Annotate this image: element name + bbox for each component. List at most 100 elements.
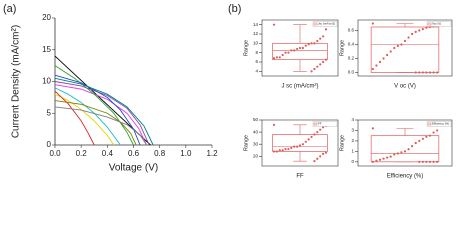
data-point [432,71,435,74]
data-point [310,135,313,139]
data-point [307,43,310,46]
jv-curve [54,65,134,146]
data-point [304,44,307,47]
data-point [296,145,299,148]
y-axis-label: Range [243,135,249,151]
data-point [418,139,421,143]
legend-label: Voc (V) [432,22,441,26]
data-point [310,42,313,45]
jv-curve [54,84,147,146]
jv-curve [54,77,154,146]
legend-swatch [313,122,318,126]
y-tick-label: 40 [253,129,259,134]
y-tick-label: 0.2 [348,56,355,61]
data-point [322,126,325,129]
data-point [319,128,322,131]
y-tick-label: 4 [255,69,258,74]
x-axis-label: J sc (mA/cm²) [282,84,319,90]
y-tick-label: 15 [42,45,51,54]
y-tick-label: 0.6 [348,28,355,33]
data-point [310,70,313,73]
data-point [432,131,435,134]
x-tick-label: 1.0 [180,149,192,158]
data-point [278,56,281,59]
y-axis-label: Current Density (mA/cm²) [11,25,22,138]
plot-frame [261,119,339,167]
data-point [301,143,304,146]
data-point [400,151,403,154]
jv-curve [54,87,121,146]
data-point [396,44,399,48]
data-point [400,43,403,46]
x-tick-label: 0.8 [154,149,166,158]
data-point [375,64,378,67]
data-point [290,49,293,52]
y-tick-label: 1 [351,149,354,154]
y-tick-label: 14 [253,22,259,27]
data-point [301,46,304,50]
y-tick-label: 20 [42,13,51,22]
data-point [403,150,407,153]
data-point [316,157,319,160]
plot-frame [357,119,453,167]
data-point [322,35,325,38]
y-tick-label: 3 [351,128,354,133]
data-point [425,135,428,138]
data-point [421,71,424,74]
y-tick-label: 0.4 [348,42,355,47]
y-tick-label: 10 [253,41,259,46]
x-tick-label: 1.2 [206,149,218,158]
data-point [287,51,290,54]
data-point [425,26,428,29]
y-tick-label: 50 [253,117,259,122]
legend-swatch [427,122,432,126]
legend-label: Jsc (mA/cm2) [318,22,335,26]
x-tick-label: 0.0 [49,149,61,158]
data-point [389,50,392,53]
x-axis-label: Efficiency (%) [387,174,424,180]
data-point [428,134,432,137]
y-tick-label: 30 [253,141,259,146]
data-point [378,60,382,64]
data-point [307,138,310,141]
y-tick-label: 5 [47,108,52,117]
data-point [428,160,432,163]
data-point [281,53,284,57]
data-point [293,145,296,148]
jv-curve [54,100,137,146]
data-point [298,144,302,147]
data-point [418,29,421,32]
legend-box [426,21,452,27]
jv-curve [54,90,95,146]
data-point [313,42,316,45]
legend-label: Efficiency (%) [432,122,449,126]
data-point [324,151,328,154]
data-point [319,155,322,158]
jv-curve [54,93,115,146]
data-point [371,160,374,163]
data-point [411,32,414,36]
box [370,26,440,73]
data-point [407,36,410,39]
data-point [272,123,276,126]
y-tick-label: 2 [351,138,354,143]
data-point [371,127,374,130]
y-tick-label: 0.0 [348,70,355,75]
y-axis-label: Range [339,135,345,151]
data-point [281,149,284,152]
legend-swatch [313,22,318,26]
box [272,134,328,152]
panel-label: (b) [228,3,241,15]
data-point [396,152,399,155]
data-point [414,30,417,33]
data-point [386,53,389,57]
y-tick-label: 6 [255,59,258,64]
data-point [284,147,287,151]
data-point [275,150,278,153]
data-point [293,49,296,52]
legend-label: FF [318,122,322,126]
data-point [436,71,439,74]
data-point [432,160,435,163]
y-tick-label: 4 [351,117,354,122]
data-point [316,39,319,43]
